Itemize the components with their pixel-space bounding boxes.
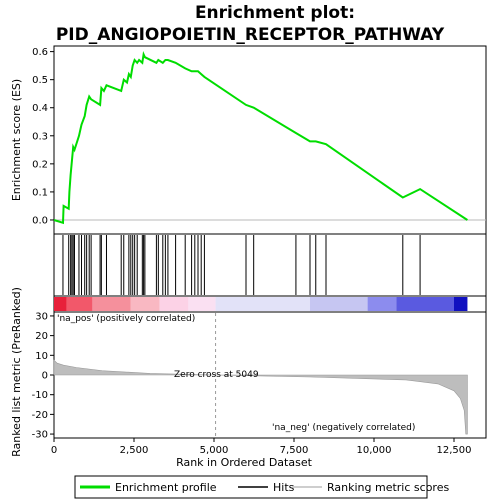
heatbar-segment xyxy=(92,297,131,311)
hits-panel-frame xyxy=(53,233,487,297)
heatbar-segment xyxy=(454,297,468,311)
heatbar-segment xyxy=(396,297,454,311)
enrichment-profile-line xyxy=(53,50,468,225)
legend-label: Ranking metric scores xyxy=(327,481,449,494)
es-y-axis-label: Enrichment score (ES) xyxy=(10,79,23,201)
heatbar-segment xyxy=(188,297,216,311)
legend-label: Hits xyxy=(273,481,295,494)
x-tick-label: 7,500 xyxy=(280,445,309,456)
heatbar-segment xyxy=(130,297,160,311)
ranking-y-tick-label: 30 xyxy=(35,311,48,322)
ranking-y-axis-label: Ranked list metric (PreRanked) xyxy=(10,287,23,457)
heatbar-segment xyxy=(310,297,368,311)
rank-heatbar xyxy=(54,297,468,311)
x-tick-label: 10,000 xyxy=(357,445,392,456)
chart-title-line-1: Enrichment plot: xyxy=(195,3,355,23)
es-y-tick-label: 0.1 xyxy=(32,187,48,198)
es-y-tick-label: 0.4 xyxy=(32,103,48,114)
x-tick-label: 5,000 xyxy=(200,445,229,456)
x-axis-ticks: 0 2,500 5,000 7,500 10,000 12,500 xyxy=(51,438,472,456)
heatbar-segment xyxy=(215,297,310,311)
x-axis-label: Rank in Ordered Dataset xyxy=(176,456,313,469)
heatbar-segment xyxy=(367,297,397,311)
hit-marks xyxy=(62,235,421,295)
negative-correlation-label: 'na_neg' (negatively correlated) xyxy=(272,423,415,433)
es-y-tick-label: 0.6 xyxy=(32,47,48,58)
es-y-tick-label: 0.2 xyxy=(32,159,48,170)
positive-correlation-label: 'na_pos' (positively correlated) xyxy=(57,314,195,324)
ranking-y-tick-label: 0 xyxy=(42,371,48,382)
ranking-metric-area xyxy=(53,359,468,435)
heatbar-segment xyxy=(159,297,189,311)
es-y-tick-label: 0.0 xyxy=(32,215,48,226)
legend-label: Enrichment profile xyxy=(115,481,217,494)
chart-title-line-2: PID_ANGIOPOIETIN_RECEPTOR_PATHWAY xyxy=(56,25,445,45)
ranking-y-tick-label: 10 xyxy=(35,351,48,362)
ranking-y-tick-label: -10 xyxy=(32,390,48,401)
x-tick-label: 2,500 xyxy=(120,445,149,456)
enrichment-panel-frame xyxy=(53,45,487,235)
es-y-tick-label: 0.5 xyxy=(32,75,48,86)
ranking-y-tick-label: 20 xyxy=(35,331,48,342)
x-tick-label: 0 xyxy=(51,445,57,456)
ranking-y-tick-label: -30 xyxy=(32,430,48,441)
legend: Enrichment profile Hits Ranking metric sco… xyxy=(80,481,449,494)
es-y-tick-label: 0.3 xyxy=(32,131,48,142)
es-y-axis-ticks: 0.0 0.1 0.2 0.3 0.4 0.5 0.6 xyxy=(32,47,54,226)
ranking-y-tick-label: -20 xyxy=(32,410,48,421)
zero-cross-label: Zero cross at 5049 xyxy=(174,370,259,380)
ranking-y-axis-ticks: -30 -20 -10 0 10 20 30 xyxy=(32,311,54,441)
heatbar-segment xyxy=(54,297,67,311)
heatbar-segment xyxy=(66,297,93,311)
x-tick-label: 12,500 xyxy=(437,445,472,456)
